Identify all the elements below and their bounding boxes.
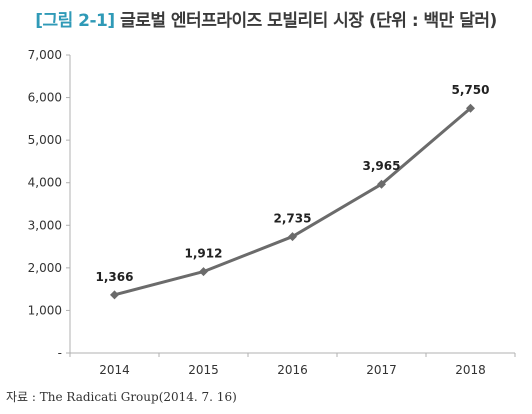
data-point-marker (288, 232, 297, 242)
figure-title-text: 글로벌 엔터프라이즈 모빌리티 시장 (단위 : 백만 달러) (120, 11, 497, 31)
data-point-marker (110, 290, 119, 300)
series-line (113, 106, 472, 297)
y-tick-label: 1,000 (28, 303, 62, 317)
x-tick-label: 2015 (188, 363, 219, 377)
y-tick-label: 2,000 (28, 261, 62, 275)
y-tick-label: 5,000 (28, 133, 62, 147)
data-label: 5,750 (452, 83, 490, 97)
x-tick-label: 2016 (277, 363, 308, 377)
chart-title: [그림 2-1] 글로벌 엔터프라이즈 모빌리티 시장 (단위 : 백만 달러) (0, 6, 532, 31)
data-label: 3,965 (363, 159, 401, 173)
figure-number-label: [그림 2-1] (35, 11, 115, 31)
data-point-marker (466, 103, 475, 113)
x-tick-label: 2017 (366, 363, 397, 377)
y-tick-label: 3,000 (28, 218, 62, 232)
data-label: 1,912 (185, 247, 223, 261)
y-tick-label: 6,000 (28, 91, 62, 105)
x-tick-label: 2018 (455, 363, 486, 377)
data-label: 2,735 (274, 212, 312, 226)
data-label: 1,366 (96, 270, 134, 284)
source-note: 자료 : The Radicati Group(2014. 7. 16) (6, 390, 237, 404)
y-tick-label: 7,000 (28, 48, 62, 62)
x-tick-label: 2014 (99, 363, 130, 377)
data-point-marker (377, 179, 386, 189)
y-tick-label: 4,000 (28, 176, 62, 190)
data-point-marker (199, 267, 208, 277)
y-tick-label: - (58, 346, 62, 360)
